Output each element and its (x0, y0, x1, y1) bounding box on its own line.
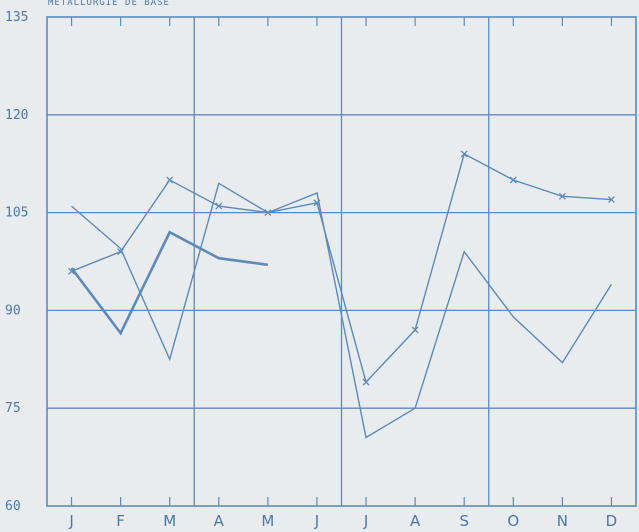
x-tick-label: M (163, 512, 176, 530)
series-2-point-marker (411, 326, 419, 334)
x-tick-label: F (116, 512, 125, 530)
grid (46, 16, 637, 507)
x-tick-label: J (363, 512, 368, 530)
y-tick-label: 120 (5, 108, 28, 123)
x-tick-label: N (557, 512, 568, 530)
x-tick-label: A (410, 512, 421, 530)
x-tick-label: S (459, 512, 469, 530)
y-tick-label: 90 (5, 303, 21, 318)
series-group (68, 150, 615, 439)
series-2-point-marker (460, 150, 468, 158)
series-line-1 (71, 182, 613, 439)
series-2-point-marker (607, 196, 615, 204)
x-tick-label: O (507, 512, 519, 530)
series-2-point-marker (558, 192, 566, 200)
x-tick-label: M (261, 512, 274, 530)
x-tick-label: J (68, 512, 73, 530)
x-tick-label: J (314, 512, 319, 530)
x-tick-label: D (606, 512, 618, 530)
series-line-3 (70, 230, 269, 336)
y-tick-label: 60 (5, 499, 21, 514)
series-2-point-marker (166, 176, 174, 184)
series-2-point-marker (313, 199, 321, 207)
y-tick-label: 105 (5, 206, 28, 221)
series-2-point-marker (362, 378, 370, 386)
y-tick-label: 75 (5, 401, 21, 416)
series-2-point-marker (117, 248, 125, 256)
chart-title: METALLURGIE DE BASE (48, 0, 170, 8)
x-tick-label: A (214, 512, 225, 530)
y-tick-label: 135 (5, 10, 28, 25)
y-axis-ticks: 60 75 90 105 120 135 (5, 10, 28, 514)
series-2-point-marker (264, 209, 272, 217)
series-line-2 (71, 152, 612, 384)
series-2-point-marker (215, 202, 223, 210)
series-2-point-marker (509, 176, 517, 184)
